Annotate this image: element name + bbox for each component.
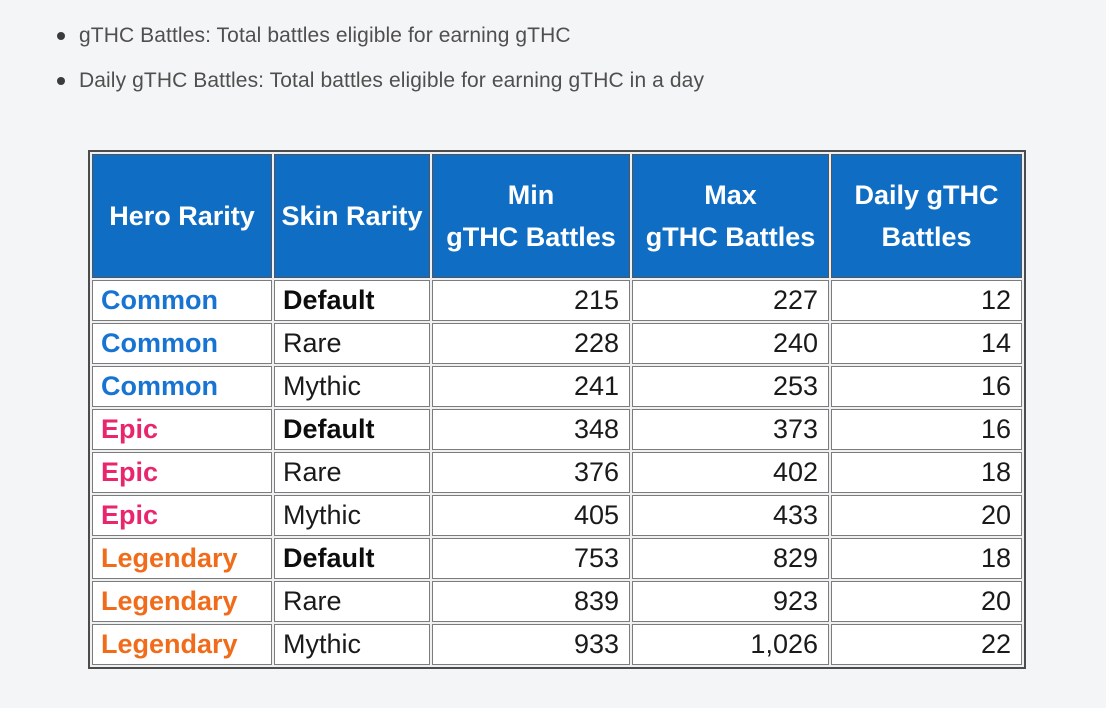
hero-rarity-cell: Common [92, 280, 272, 321]
min-gthc-battles-cell: 215 [432, 280, 630, 321]
header-line: gTHC Battles [446, 222, 616, 252]
table-row: Epic Rare 376 402 18 [92, 452, 1022, 493]
skin-rarity-cell: Default [274, 538, 430, 579]
daily-gthc-battles-cell: 12 [831, 280, 1022, 321]
hero-rarity-cell: Epic [92, 409, 272, 450]
skin-rarity-cell: Rare [274, 452, 430, 493]
max-gthc-battles-cell: 923 [632, 581, 829, 622]
daily-gthc-battles-cell: 20 [831, 581, 1022, 622]
gthc-battles-table: Hero Rarity Skin Rarity Min gTHC Battles… [88, 150, 1026, 669]
header-line: gTHC Battles [645, 222, 816, 252]
table-row: Common Default 215 227 12 [92, 280, 1022, 321]
min-gthc-battles-cell: 241 [432, 366, 630, 407]
header-line: Hero Rarity [109, 201, 255, 231]
max-gthc-battles-cell: 1,026 [632, 624, 829, 665]
skin-rarity-cell: Default [274, 409, 430, 450]
max-gthc-battles-cell: 227 [632, 280, 829, 321]
list-item: gTHC Battles: Total battles eligible for… [57, 24, 704, 48]
table-header-row: Hero Rarity Skin Rarity Min gTHC Battles… [92, 154, 1022, 278]
max-gthc-battles-cell: 402 [632, 452, 829, 493]
min-gthc-battles-cell: 933 [432, 624, 630, 665]
hero-rarity-cell: Common [92, 323, 272, 364]
daily-gthc-battles-cell: 18 [831, 452, 1022, 493]
skin-rarity-cell: Mythic [274, 495, 430, 536]
header-line: Skin Rarity [281, 201, 423, 231]
header-line: Daily gTHC [854, 180, 999, 210]
daily-gthc-battles-cell: 16 [831, 366, 1022, 407]
hero-rarity-cell: Legendary [92, 624, 272, 665]
hero-rarity-cell: Epic [92, 452, 272, 493]
bullet-text: Daily gTHC Battles: Total battles eligib… [79, 69, 705, 92]
hero-rarity-cell: Legendary [92, 581, 272, 622]
col-header-max-gthc-battles: Max gTHC Battles [632, 154, 829, 278]
skin-rarity-cell: Rare [274, 323, 430, 364]
header-line: Min [507, 180, 555, 210]
table-row: Common Mythic 241 253 16 [92, 366, 1022, 407]
min-gthc-battles-cell: 839 [432, 581, 630, 622]
table-row: Common Rare 228 240 14 [92, 323, 1022, 364]
table-row: Legendary Rare 839 923 20 [92, 581, 1022, 622]
min-gthc-battles-cell: 228 [432, 323, 630, 364]
col-header-daily-gthc-battles: Daily gTHC Battles [831, 154, 1022, 278]
bullet-text: gTHC Battles: Total battles eligible for… [79, 24, 571, 47]
min-gthc-battles-cell: 348 [432, 409, 630, 450]
table-row: Legendary Default 753 829 18 [92, 538, 1022, 579]
daily-gthc-battles-cell: 18 [831, 538, 1022, 579]
hero-rarity-cell: Common [92, 366, 272, 407]
max-gthc-battles-cell: 240 [632, 323, 829, 364]
col-header-hero-rarity: Hero Rarity [92, 154, 272, 278]
daily-gthc-battles-cell: 14 [831, 323, 1022, 364]
col-header-skin-rarity: Skin Rarity [274, 154, 430, 278]
bullet-icon [57, 32, 65, 40]
max-gthc-battles-cell: 253 [632, 366, 829, 407]
skin-rarity-cell: Rare [274, 581, 430, 622]
col-header-min-gthc-battles: Min gTHC Battles [432, 154, 630, 278]
max-gthc-battles-cell: 373 [632, 409, 829, 450]
hero-rarity-cell: Epic [92, 495, 272, 536]
min-gthc-battles-cell: 376 [432, 452, 630, 493]
min-gthc-battles-cell: 405 [432, 495, 630, 536]
max-gthc-battles-cell: 433 [632, 495, 829, 536]
daily-gthc-battles-cell: 16 [831, 409, 1022, 450]
max-gthc-battles-cell: 829 [632, 538, 829, 579]
skin-rarity-cell: Mythic [274, 624, 430, 665]
table-row: Epic Mythic 405 433 20 [92, 495, 1022, 536]
skin-rarity-cell: Mythic [274, 366, 430, 407]
list-item: Daily gTHC Battles: Total battles eligib… [57, 69, 704, 93]
table-row: Legendary Mythic 933 1,026 22 [92, 624, 1022, 665]
hero-rarity-cell: Legendary [92, 538, 272, 579]
bullet-list: gTHC Battles: Total battles eligible for… [57, 24, 704, 114]
bullet-icon [57, 77, 65, 85]
daily-gthc-battles-cell: 22 [831, 624, 1022, 665]
table-row: Epic Default 348 373 16 [92, 409, 1022, 450]
min-gthc-battles-cell: 753 [432, 538, 630, 579]
skin-rarity-cell: Default [274, 280, 430, 321]
header-line: Battles [881, 222, 972, 252]
daily-gthc-battles-cell: 20 [831, 495, 1022, 536]
header-line: Max [704, 180, 757, 210]
